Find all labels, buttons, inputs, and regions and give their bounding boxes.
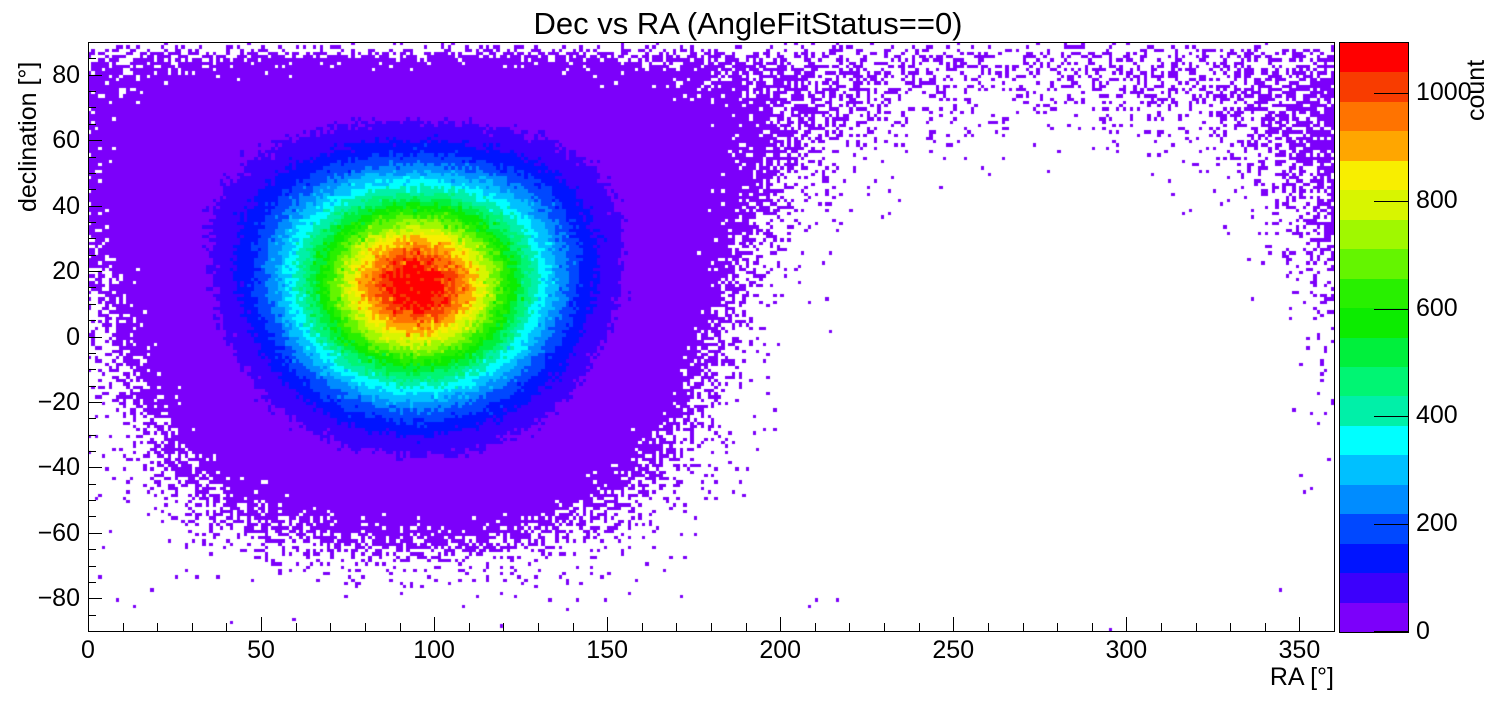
x-tick-label: 250 bbox=[932, 636, 975, 664]
colorbar-tick-label: 1000 bbox=[1416, 78, 1472, 107]
colorbar-band bbox=[1340, 308, 1408, 338]
x-tick-label: 200 bbox=[759, 636, 802, 664]
colorbar-band bbox=[1340, 514, 1408, 544]
colorbar bbox=[1339, 42, 1409, 633]
colorbar-band bbox=[1340, 72, 1408, 102]
x-tick-label: 50 bbox=[247, 636, 275, 664]
colorbar-band bbox=[1340, 338, 1408, 367]
colorbar-band bbox=[1340, 190, 1408, 220]
colorbar-band bbox=[1340, 249, 1408, 279]
colorbar-band bbox=[1340, 603, 1408, 632]
y-tick-label: 0 bbox=[66, 322, 80, 351]
colorbar-tick bbox=[1374, 201, 1408, 202]
colorbar-tick bbox=[1374, 524, 1408, 525]
x-tick-label: 150 bbox=[586, 636, 629, 664]
colorbar-tick bbox=[1374, 93, 1408, 94]
chart-title: Dec vs RA (AngleFitStatus==0) bbox=[533, 6, 963, 41]
colorbar-tick-label: 400 bbox=[1416, 401, 1458, 430]
x-tick-label: 300 bbox=[1105, 636, 1148, 664]
colorbar-tick bbox=[1374, 416, 1408, 417]
y-tick-label: 40 bbox=[52, 191, 80, 220]
colorbar-band bbox=[1340, 367, 1408, 396]
y-tick-label: −20 bbox=[37, 387, 80, 416]
colorbar-band bbox=[1340, 485, 1408, 514]
y-tick-label: −40 bbox=[37, 453, 80, 482]
x-tick-label: 100 bbox=[413, 636, 455, 664]
x-tick-label: 350 bbox=[1278, 636, 1321, 664]
x-axis-title: RA [°] bbox=[1269, 663, 1334, 691]
y-axis-title: declination [°] bbox=[14, 61, 42, 212]
colorbar-band bbox=[1340, 43, 1408, 72]
y-tick-label: 20 bbox=[52, 257, 80, 286]
colorbar-tick-label: 600 bbox=[1416, 293, 1458, 322]
colorbar-tick-label: 0 bbox=[1416, 617, 1430, 645]
colorbar-tick bbox=[1374, 309, 1408, 310]
colorbar-tick-label: 200 bbox=[1416, 509, 1458, 538]
x-tick-label: 0 bbox=[81, 636, 95, 664]
colorbar-band bbox=[1340, 102, 1408, 131]
colorbar-band bbox=[1340, 573, 1408, 603]
y-tick-label: 80 bbox=[52, 60, 80, 89]
colorbar-band bbox=[1340, 396, 1408, 426]
z-axis-title: count bbox=[1462, 59, 1490, 121]
colorbar-band bbox=[1340, 279, 1408, 308]
y-tick-label: −60 bbox=[37, 518, 80, 547]
colorbar-band bbox=[1340, 455, 1408, 485]
heatmap-canvas bbox=[88, 42, 1334, 631]
colorbar-tick-label: 800 bbox=[1416, 185, 1458, 214]
y-tick-label: 60 bbox=[52, 126, 80, 155]
y-tick-label: −80 bbox=[37, 584, 80, 613]
colorbar-band bbox=[1340, 220, 1408, 249]
colorbar-band bbox=[1340, 426, 1408, 455]
colorbar-band bbox=[1340, 161, 1408, 190]
colorbar-band bbox=[1340, 131, 1408, 161]
colorbar-band bbox=[1340, 544, 1408, 573]
colorbar-tick bbox=[1374, 631, 1408, 632]
